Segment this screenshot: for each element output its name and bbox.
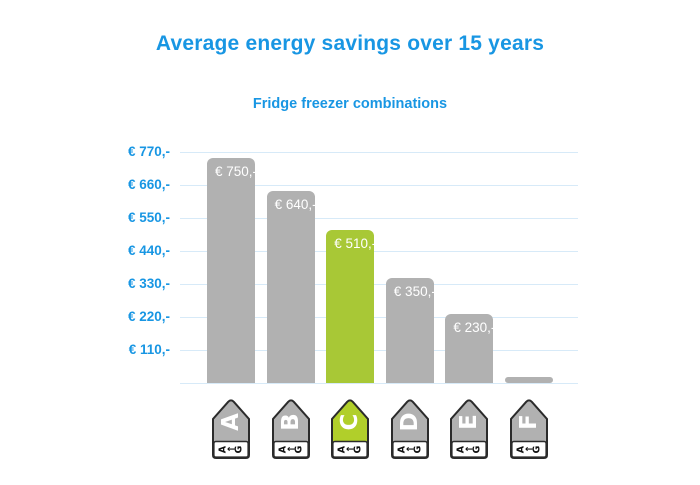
gridline-550 — [180, 218, 578, 219]
bar-C: € 510,- — [326, 230, 377, 383]
chart-title: Average energy savings over 15 years — [155, 32, 545, 55]
gridline-660 — [180, 185, 578, 186]
energy-scale-box — [272, 440, 309, 458]
bar-B: € 640,- — [266, 191, 317, 383]
gridline-440 — [180, 251, 578, 252]
scale-letter-A: A — [456, 445, 467, 453]
y-axis: € 770,- € 660,- € 550,- € 440,- € 330,- € 220… — [0, 144, 170, 383]
bar-value-label-B: € 640,- — [274, 197, 317, 212]
scale-letter-A: A — [396, 445, 407, 453]
y-tick-label-220: € 220,- — [127, 309, 170, 324]
energy-class-letter: C — [337, 414, 363, 431]
scale-letter-A: A — [218, 445, 229, 453]
scale-arrow-icon: ← — [346, 444, 354, 455]
energy-class-letter: E — [456, 414, 482, 430]
scale-letter-G: G — [472, 446, 483, 454]
gridline-110 — [180, 350, 578, 351]
bar-value-label-D: € 350,- — [393, 284, 436, 299]
y-tick-label-660: € 660,- — [127, 177, 170, 192]
bar-A: € 750,- — [207, 158, 258, 383]
bar-value-label-A: € 750,- — [215, 164, 258, 179]
energy-scale-box — [451, 440, 488, 458]
energy-scale-box — [510, 440, 548, 458]
energy-scale-box — [332, 440, 369, 458]
scale-letter-G: G — [353, 446, 364, 454]
chart-subtitle: Fridge freezer combinations — [252, 96, 448, 112]
energy-class-icon-E: E A←G — [450, 399, 489, 459]
scale-letter-A: A — [277, 445, 288, 453]
energy-class-letter: B — [278, 413, 304, 431]
bar-value-label-C: € 510,- — [334, 236, 377, 251]
gridline-330 — [180, 284, 578, 285]
energy-class-icon-F: F A←G — [510, 399, 548, 459]
scale-letter-A: A — [337, 445, 348, 453]
y-tick-label-770: € 770,- — [127, 144, 170, 159]
y-tick-label-110: € 110,- — [128, 342, 170, 357]
energy-class-letter: A — [218, 413, 244, 431]
scale-arrow-icon: ← — [287, 444, 295, 455]
energy-class-letter: D — [397, 412, 423, 431]
scale-letter-G: G — [234, 446, 245, 454]
scale-letter-G: G — [293, 446, 304, 454]
gridline-220 — [180, 317, 578, 318]
energy-class-icon-D: D A←G — [390, 399, 429, 459]
scale-arrow-icon: ← — [406, 444, 414, 455]
gridline-770 — [180, 152, 578, 153]
scale-arrow-icon: ← — [227, 444, 235, 455]
x-axis-energy-labels: A A ← G B A ← G C A ← G D A ← G E A ← G F A ← G — [180, 397, 578, 461]
bar-F — [505, 377, 553, 383]
scale-arrow-icon: ← — [465, 444, 473, 455]
energy-scale-box — [391, 440, 428, 458]
energy-class-icon-B: B A←G — [271, 399, 310, 459]
y-tick-label-440: € 440,- — [127, 243, 170, 258]
energy-class-letter: F — [516, 414, 542, 430]
energy-class-icon-A: AA←G — [212, 399, 250, 459]
energy-scale-box — [212, 440, 250, 458]
bar-value-label-E: € 230,- — [453, 320, 496, 335]
y-tick-label-330: € 330,- — [127, 276, 170, 291]
scale-letter-A: A — [516, 445, 527, 453]
energy-class-icon-C: C A←G — [331, 399, 370, 459]
y-tick-label-550: € 550,- — [127, 210, 170, 225]
plot-area: € 750,- € 640,- € 510,- € 350,- € 230,- — [180, 152, 578, 384]
scale-letter-G: G — [412, 446, 423, 454]
bar-D: € 350,- — [385, 278, 436, 383]
bar-E: € 230,- — [445, 314, 496, 383]
gridline-0 — [180, 383, 578, 384]
scale-arrow-icon: ← — [525, 444, 533, 455]
scale-letter-G: G — [532, 446, 543, 454]
